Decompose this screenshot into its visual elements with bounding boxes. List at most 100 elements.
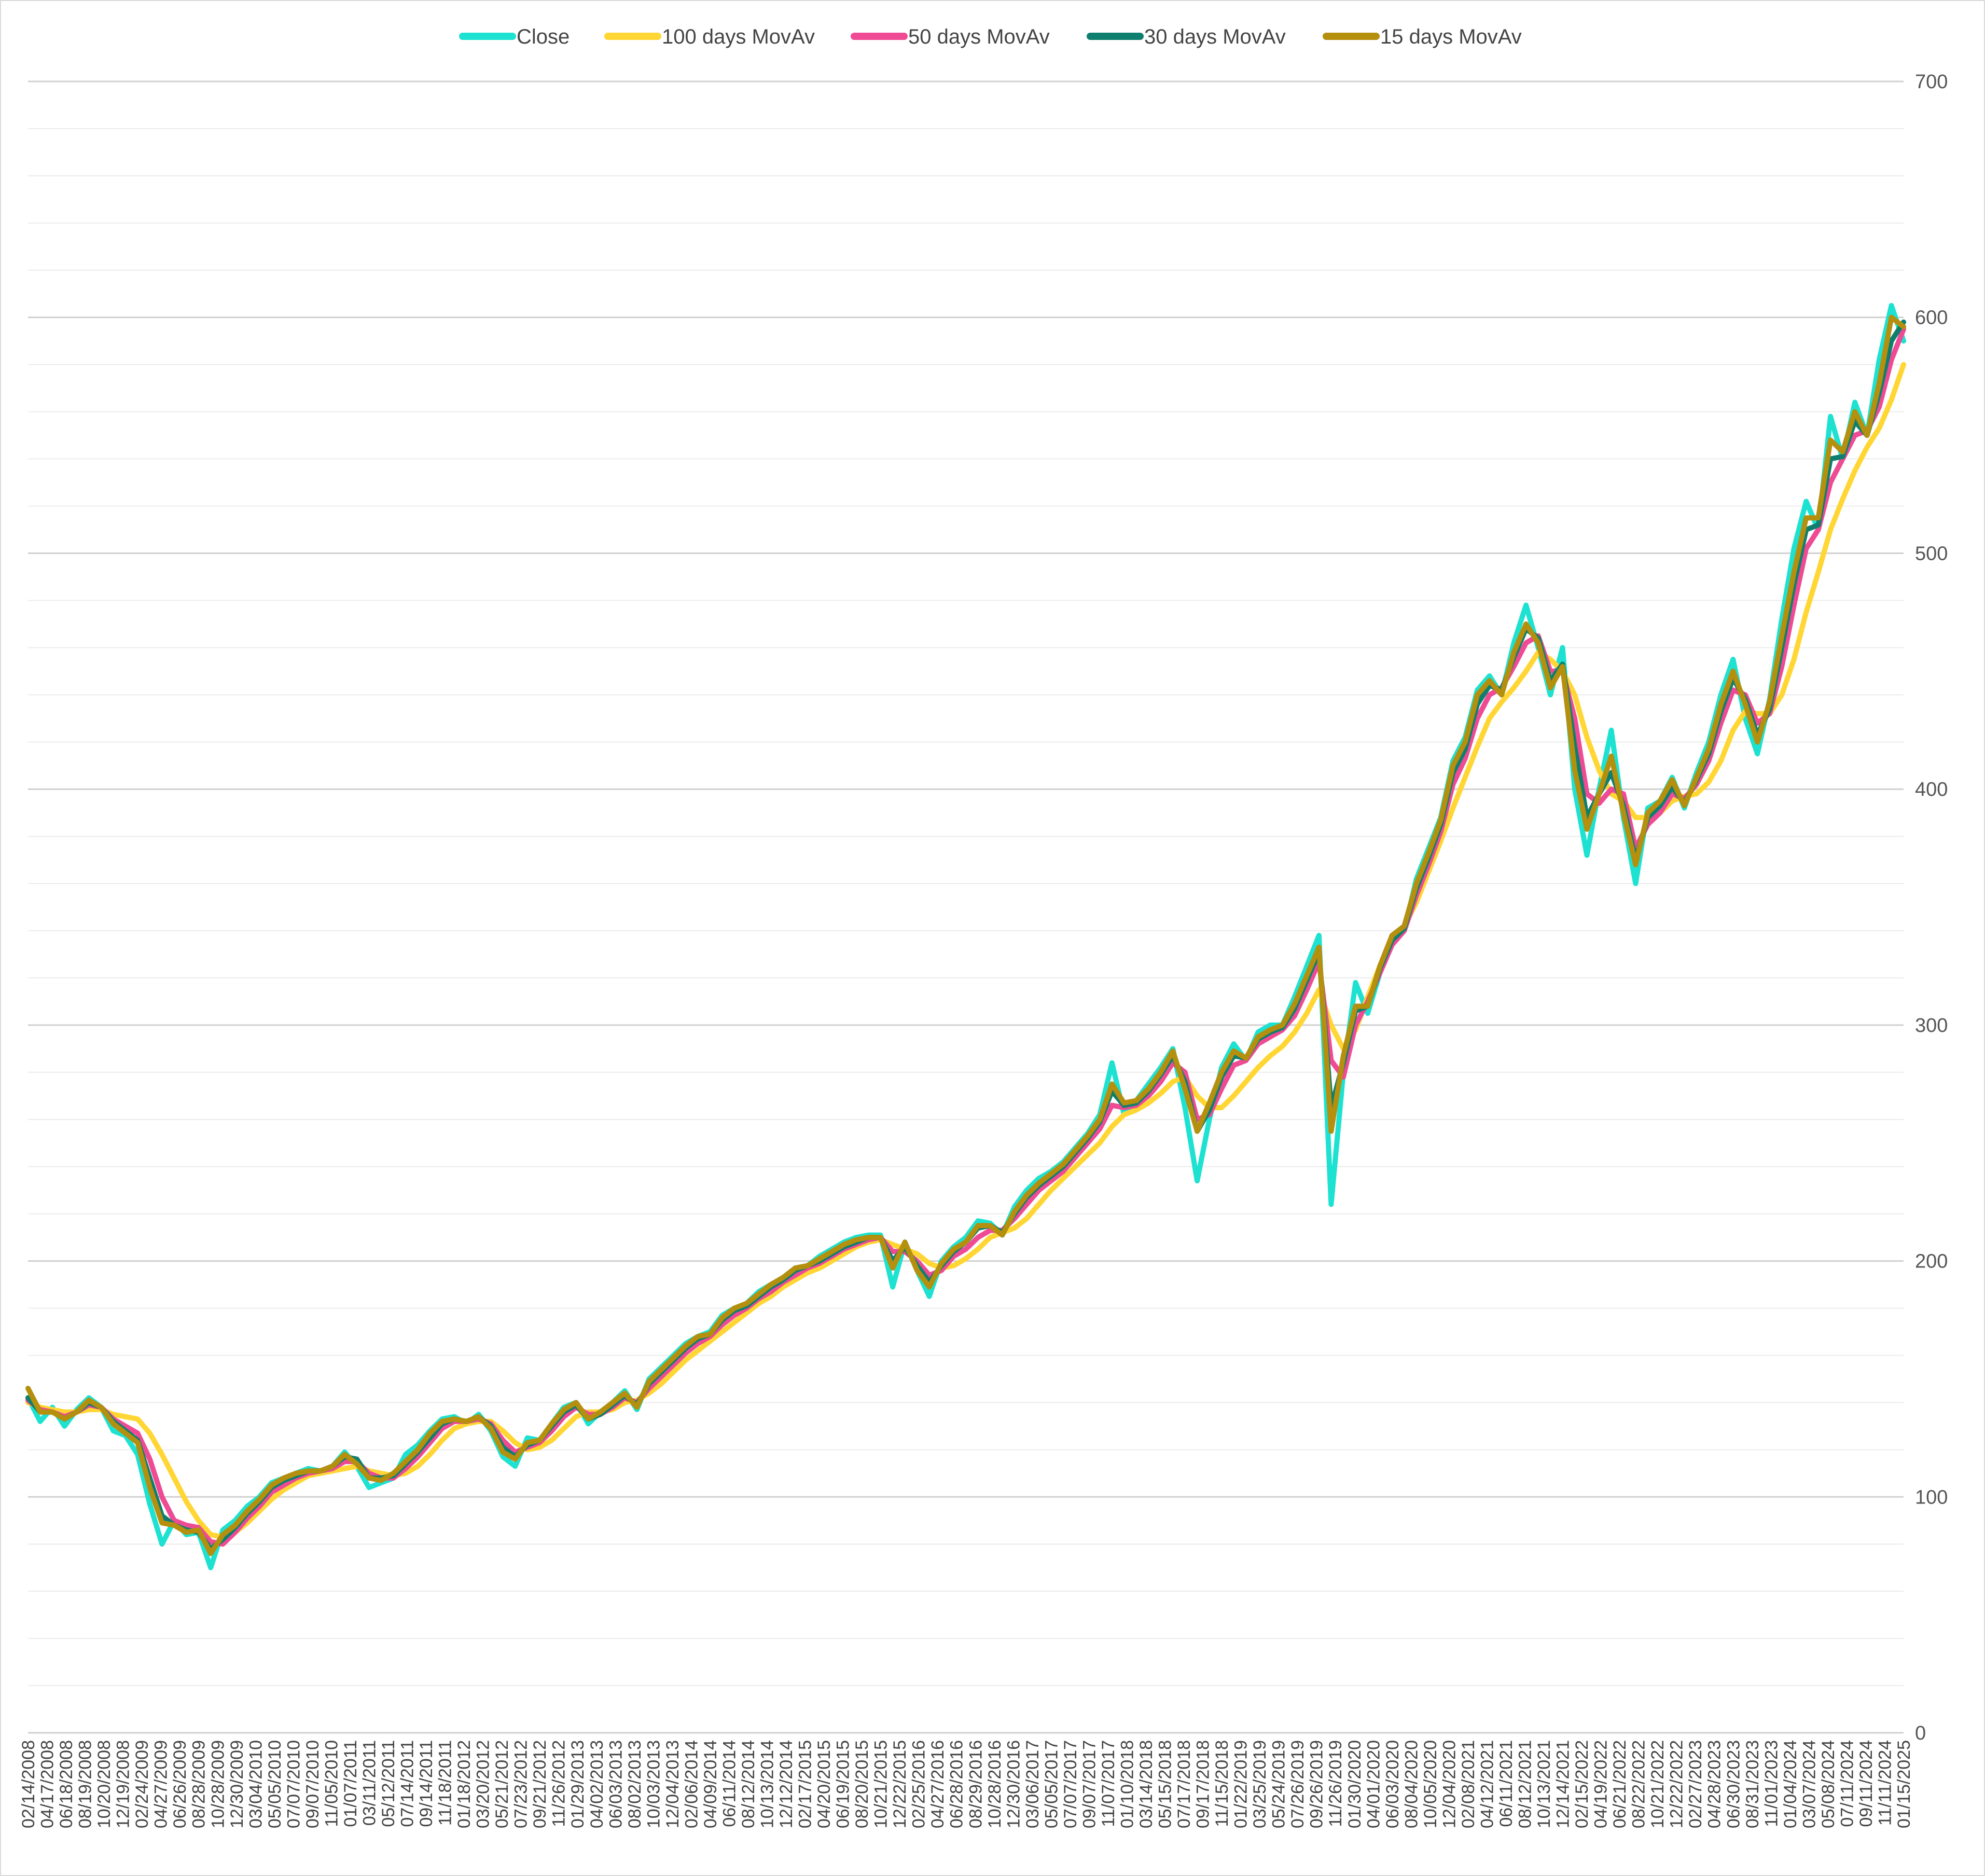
grid	[28, 80, 1904, 1734]
x-tick-label: 11/11/2024	[1875, 1740, 1895, 1826]
x-tick-label: 02/24/2009	[132, 1740, 152, 1828]
x-tick-label: 04/19/2022	[1591, 1740, 1611, 1828]
x-tick-label: 07/11/2024	[1837, 1740, 1857, 1827]
x-tick-label: 08/31/2023	[1743, 1740, 1762, 1828]
x-tick-label: 12/04/2013	[663, 1740, 683, 1828]
x-tick-label: 04/02/2013	[587, 1740, 607, 1828]
x-tick-label: 08/04/2020	[1401, 1740, 1421, 1828]
y-axis: 0 100 200 300 400 500 600 700	[1915, 71, 1948, 1744]
y-tick-label: 500	[1915, 543, 1948, 564]
x-tick-label: 10/13/2014	[757, 1740, 777, 1828]
x-tick-label: 08/20/2015	[852, 1740, 872, 1828]
x-tick-label: 08/02/2013	[625, 1740, 645, 1828]
x-tick-label: 10/28/2016	[985, 1740, 1005, 1828]
legend-label: 30 days MovAv	[1144, 25, 1286, 48]
legend-label: 50 days MovAv	[908, 25, 1050, 48]
x-tick-label: 07/07/2010	[284, 1740, 303, 1828]
x-tick-label: 01/18/2012	[454, 1740, 474, 1828]
x-tick-label: 04/27/2016	[928, 1740, 948, 1828]
x-tick-label: 11/07/2017	[1099, 1740, 1118, 1827]
x-tick-label: 01/29/2013	[568, 1740, 588, 1828]
x-tick-label: 07/26/2019	[1288, 1740, 1308, 1828]
legend: Close 100 days MovAv 50 days MovAv 30 days …	[459, 25, 1522, 48]
x-tick-label: 04/17/2008	[38, 1740, 58, 1828]
series-lines	[25, 303, 1906, 1570]
x-tick-label: 02/15/2022	[1572, 1740, 1592, 1828]
legend-label: 100 days MovAv	[662, 25, 815, 48]
x-tick-label: 08/12/2014	[739, 1740, 758, 1828]
x-tick-label: 11/05/2010	[322, 1740, 341, 1827]
x-tick-label: 06/18/2008	[57, 1740, 76, 1828]
x-axis: 02/14/200804/17/200806/18/200808/19/2008…	[19, 1740, 1914, 1828]
x-tick-label: 03/11/2011	[359, 1740, 379, 1826]
legend-label: Close	[517, 25, 570, 48]
x-tick-label: 05/08/2024	[1819, 1740, 1838, 1828]
series-line-15-days-movav	[25, 314, 1906, 1556]
x-tick-label: 11/01/2023	[1761, 1740, 1781, 1827]
x-tick-label: 05/05/2017	[1042, 1740, 1061, 1828]
x-tick-label: 12/30/2016	[1004, 1740, 1023, 1828]
x-tick-label: 04/20/2015	[814, 1740, 834, 1828]
x-tick-label: 06/03/2020	[1383, 1740, 1403, 1828]
x-tick-label: 09/07/2017	[1079, 1740, 1099, 1828]
x-tick-label: 06/21/2022	[1610, 1740, 1630, 1828]
x-tick-label: 01/30/2020	[1345, 1740, 1365, 1828]
x-tick-label: 01/04/2024	[1781, 1740, 1800, 1828]
x-tick-label: 11/18/2011	[436, 1740, 455, 1826]
x-tick-label: 08/22/2022	[1629, 1740, 1649, 1828]
y-tick-label: 0	[1915, 1722, 1926, 1744]
x-tick-label: 02/14/2008	[19, 1740, 38, 1828]
x-tick-label: 09/21/2012	[530, 1740, 550, 1828]
x-tick-label: 02/08/2021	[1459, 1740, 1478, 1828]
y-tick-label: 400	[1915, 779, 1948, 801]
x-tick-label: 07/14/2011	[398, 1740, 418, 1827]
x-tick-label: 12/30/2009	[227, 1740, 247, 1828]
y-tick-label: 700	[1915, 71, 1948, 93]
x-tick-label: 11/26/2019	[1326, 1740, 1345, 1827]
x-tick-label: 10/05/2020	[1421, 1740, 1440, 1828]
x-tick-label: 08/29/2016	[966, 1740, 985, 1828]
x-tick-label: 07/23/2012	[511, 1740, 531, 1828]
x-tick-label: 04/12/2021	[1477, 1740, 1497, 1828]
x-tick-label: 04/28/2023	[1705, 1740, 1725, 1828]
y-tick-label: 300	[1915, 1015, 1948, 1037]
x-tick-label: 12/19/2008	[114, 1740, 133, 1828]
x-tick-label: 06/28/2016	[947, 1740, 967, 1828]
x-tick-label: 07/17/2018	[1174, 1740, 1194, 1828]
x-tick-label: 06/11/2021	[1496, 1740, 1516, 1827]
x-tick-label: 04/27/2009	[151, 1740, 171, 1828]
x-tick-label: 12/22/2015	[890, 1740, 910, 1828]
x-tick-label: 06/03/2013	[606, 1740, 626, 1828]
x-tick-label: 02/17/2015	[796, 1740, 815, 1828]
x-tick-label: 02/06/2014	[682, 1740, 701, 1828]
x-tick-label: 06/11/2014	[719, 1740, 739, 1827]
x-tick-label: 06/26/2009	[170, 1740, 190, 1828]
x-tick-label: 10/13/2021	[1534, 1740, 1554, 1828]
x-tick-label: 10/28/2009	[208, 1740, 228, 1828]
x-tick-label: 08/28/2009	[189, 1740, 209, 1828]
x-tick-label: 03/06/2017	[1023, 1740, 1043, 1828]
x-tick-label: 06/19/2015	[834, 1740, 853, 1828]
x-tick-label: 05/15/2018	[1156, 1740, 1175, 1828]
x-tick-label: 01/07/2011	[341, 1740, 360, 1827]
x-tick-label: 03/07/2024	[1799, 1740, 1819, 1828]
x-tick-label: 03/14/2018	[1136, 1740, 1156, 1828]
x-tick-label: 03/04/2010	[246, 1740, 266, 1828]
x-tick-label: 04/01/2020	[1364, 1740, 1383, 1828]
x-tick-label: 01/22/2019	[1231, 1740, 1251, 1828]
x-tick-label: 09/07/2010	[303, 1740, 323, 1828]
x-tick-label: 03/25/2019	[1250, 1740, 1270, 1828]
x-tick-label: 12/22/2022	[1667, 1740, 1687, 1828]
x-tick-label: 02/25/2016	[909, 1740, 929, 1828]
x-tick-label: 09/14/2011	[417, 1740, 436, 1827]
x-tick-label: 10/03/2013	[644, 1740, 663, 1828]
x-tick-label: 09/11/2024	[1856, 1740, 1876, 1827]
x-tick-label: 10/21/2022	[1648, 1740, 1668, 1828]
x-tick-label: 07/07/2017	[1061, 1740, 1080, 1828]
x-tick-label: 09/26/2019	[1307, 1740, 1327, 1828]
x-tick-label: 12/04/2020	[1439, 1740, 1459, 1828]
x-tick-label: 05/21/2012	[492, 1740, 512, 1828]
x-tick-label: 01/15/2025	[1894, 1740, 1914, 1828]
x-tick-label: 11/15/2018	[1212, 1740, 1232, 1827]
